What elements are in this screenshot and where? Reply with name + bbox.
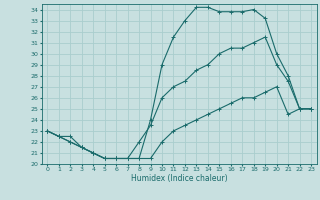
X-axis label: Humidex (Indice chaleur): Humidex (Indice chaleur) xyxy=(131,174,228,183)
